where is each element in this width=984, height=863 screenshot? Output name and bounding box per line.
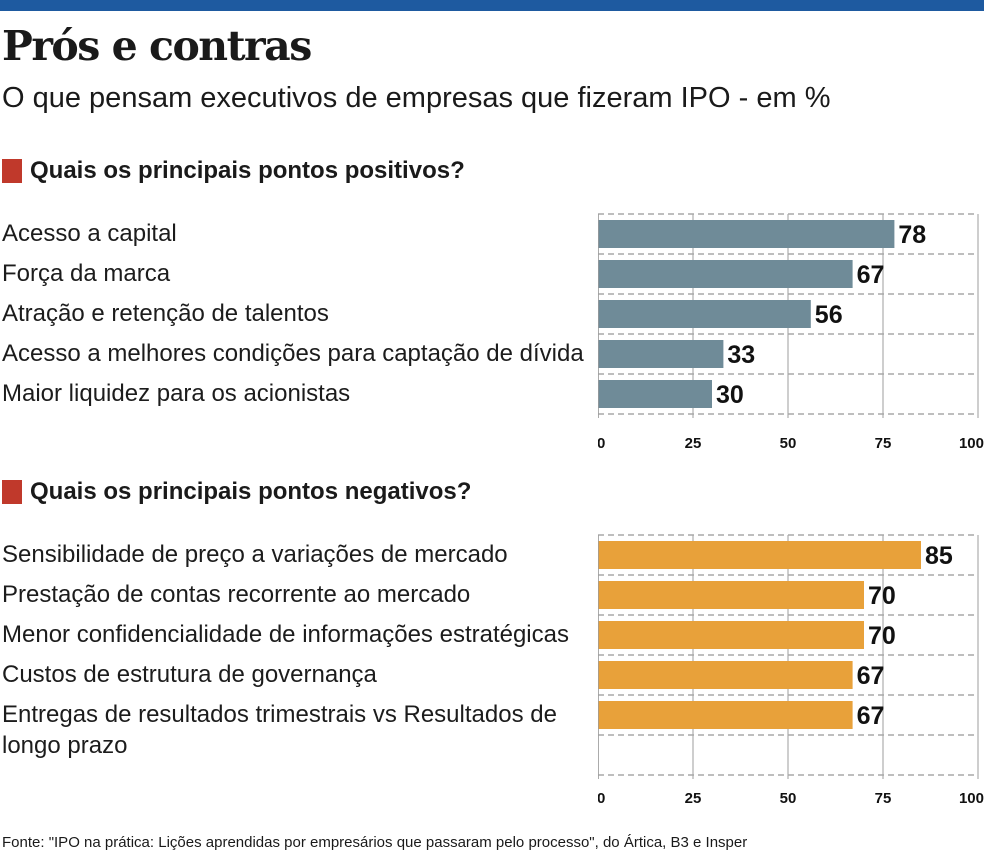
bar — [598, 581, 864, 609]
category-label: Entregas de resultados trimestrais vs Re… — [2, 701, 557, 759]
bar — [598, 220, 895, 248]
section-marker — [2, 480, 22, 504]
section-positive-title: Quais os principais pontos positivos? — [30, 157, 465, 184]
section-marker — [2, 159, 22, 183]
x-tick-label: 25 — [685, 435, 702, 452]
negative-bar-chart: 85 70 70 67 67 0 25 50 75 100 — [598, 534, 984, 807]
x-tick-label: 75 — [875, 435, 892, 452]
category-label: Acesso a melhores condições para captaçã… — [2, 340, 584, 367]
bar-value-label: 85 — [925, 542, 953, 570]
category-label: Menor confidencialidade de informações e… — [2, 621, 569, 648]
x-tick-label: 25 — [685, 790, 702, 807]
bar — [598, 260, 853, 288]
bar-value-label: 70 — [868, 582, 896, 610]
bar-value-label: 67 — [857, 261, 885, 289]
bar — [598, 621, 864, 649]
x-tick-label: 50 — [780, 435, 797, 452]
x-tick-label: 0 — [598, 790, 605, 807]
bar — [598, 541, 921, 569]
x-tick-label: 75 — [875, 790, 892, 807]
bar-value-label: 78 — [898, 221, 926, 249]
bar — [598, 300, 811, 328]
bar — [598, 701, 853, 729]
chart-title: Prós e contras — [2, 22, 312, 70]
bar-value-label: 70 — [868, 622, 896, 650]
bar — [598, 380, 712, 408]
bar — [598, 661, 853, 689]
positive-bar-chart: 78 67 56 33 30 0 25 50 75 100 — [598, 213, 984, 452]
section-negative-title: Quais os principais pontos negativos? — [30, 478, 472, 505]
x-tick-label: 50 — [780, 790, 797, 807]
bar-value-label: 67 — [857, 702, 885, 730]
category-label: Maior liquidez para os acionistas — [2, 380, 351, 407]
x-tick-label: 100 — [959, 790, 984, 807]
bar — [598, 340, 724, 368]
bar-value-label: 33 — [727, 341, 755, 369]
section-negative-heading: Quais os principais pontos negativos? — [2, 477, 471, 507]
category-label: Acesso a capital — [2, 220, 177, 247]
section-positive-heading: Quais os principais pontos positivos? — [2, 156, 465, 186]
source-note: Fonte: "IPO na prática: Lições aprendida… — [2, 834, 748, 851]
bar-value-label: 67 — [857, 662, 885, 690]
top-accent-bar — [0, 0, 984, 11]
category-label: Prestação de contas recorrente ao mercad… — [2, 581, 471, 608]
bar-value-label: 56 — [815, 301, 843, 329]
chart-subtitle: O que pensam executivos de empresas que … — [2, 82, 831, 114]
x-tick-label: 0 — [598, 435, 605, 452]
category-label: Sensibilidade de preço a variações de me… — [2, 541, 508, 568]
category-label: Força da marca — [2, 260, 171, 287]
x-tick-label: 100 — [959, 435, 984, 452]
category-label: Atração e retenção de talentos — [2, 300, 329, 327]
bar-value-label: 30 — [716, 381, 744, 409]
category-label: Custos de estrutura de governança — [2, 661, 377, 688]
